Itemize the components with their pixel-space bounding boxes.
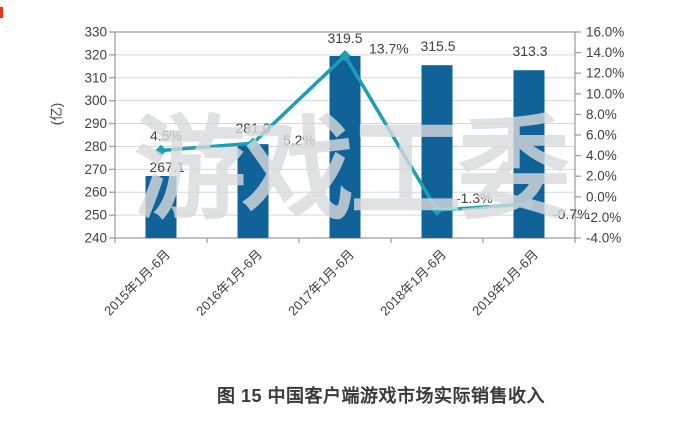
right-axis-labels: 16.0% 14.0% 12.0% 10.0% 8.0% 6.0% 4.0% 2.0% 0.0%… xyxy=(586,25,624,246)
svg-text:280: 280 xyxy=(84,139,107,154)
left-axis-labels: 330 320 310 300 290 280 270 260 250 240 (亿) xyxy=(49,25,107,246)
svg-text:313.3: 313.3 xyxy=(512,43,547,59)
svg-text:6.0%: 6.0% xyxy=(586,128,617,143)
bar-2 xyxy=(329,56,361,239)
x-label-1: 2016年1月-6月 xyxy=(193,247,265,319)
svg-text:-4.0%: -4.0% xyxy=(586,231,621,246)
svg-text:10.0%: 10.0% xyxy=(586,86,624,101)
x-label-0: 2015年1月-6月 xyxy=(101,247,173,319)
bar-0 xyxy=(145,175,177,238)
svg-text:4.5%: 4.5% xyxy=(150,127,182,143)
chart-svg: 330 320 310 300 290 280 270 260 250 240 (亿) 16.0% 14… xyxy=(49,25,624,319)
svg-text:315.5: 315.5 xyxy=(420,38,455,54)
gridlines xyxy=(115,54,575,216)
svg-text:260: 260 xyxy=(84,185,107,200)
svg-text:2.0%: 2.0% xyxy=(586,169,617,184)
svg-text:13.7%: 13.7% xyxy=(369,41,409,57)
bar-4 xyxy=(513,70,545,238)
svg-text:12.0%: 12.0% xyxy=(586,66,624,81)
bar-1 xyxy=(237,144,269,238)
svg-text:-1.3%: -1.3% xyxy=(456,190,493,206)
svg-text:5.2%: 5.2% xyxy=(283,132,315,148)
watermark: 游戏工委 xyxy=(134,107,570,232)
growth-labels: 4.5% 5.2% 13.7% -1.3% -0.7% xyxy=(150,41,590,222)
svg-text:-2.0%: -2.0% xyxy=(586,210,621,225)
svg-text:320: 320 xyxy=(84,47,107,62)
svg-text:250: 250 xyxy=(84,208,107,223)
svg-text:14.0%: 14.0% xyxy=(586,45,624,60)
svg-text:290: 290 xyxy=(84,116,107,131)
svg-text:281.0: 281.0 xyxy=(235,120,270,136)
svg-text:240: 240 xyxy=(84,231,107,246)
chart-caption: 图 15 中国客户端游戏市场实际销售收入 xyxy=(216,386,546,406)
svg-text:16.0%: 16.0% xyxy=(586,25,624,40)
svg-text:310: 310 xyxy=(84,70,107,85)
svg-text:300: 300 xyxy=(84,93,107,108)
svg-text:330: 330 xyxy=(84,25,107,40)
svg-text:267.1: 267.1 xyxy=(149,159,184,175)
left-axis-unit: (亿) xyxy=(49,103,64,126)
svg-text:270: 270 xyxy=(84,162,107,177)
svg-text:4.0%: 4.0% xyxy=(586,148,617,163)
svg-text:0.0%: 0.0% xyxy=(586,189,617,204)
x-label-2: 2017年1月-6月 xyxy=(285,247,357,319)
x-label-4: 2019年1月-6月 xyxy=(469,247,541,319)
svg-text:319.5: 319.5 xyxy=(327,30,362,46)
svg-text:8.0%: 8.0% xyxy=(586,107,617,122)
bar-value-labels: 267.1 281.0 319.5 315.5 313.3 xyxy=(149,30,547,175)
x-label-3: 2018年1月-6月 xyxy=(377,247,449,319)
red-cursor-mark xyxy=(0,7,3,18)
x-axis-labels: 2015年1月-6月 2016年1月-6月 2017年1月-6月 2018年1月-6月… xyxy=(101,247,541,319)
axis-ticks xyxy=(109,31,581,243)
svg-text:-0.7%: -0.7% xyxy=(553,206,590,222)
chart-canvas: 330 320 310 300 290 280 270 260 250 240 (亿) 16.0% 14… xyxy=(49,25,624,319)
